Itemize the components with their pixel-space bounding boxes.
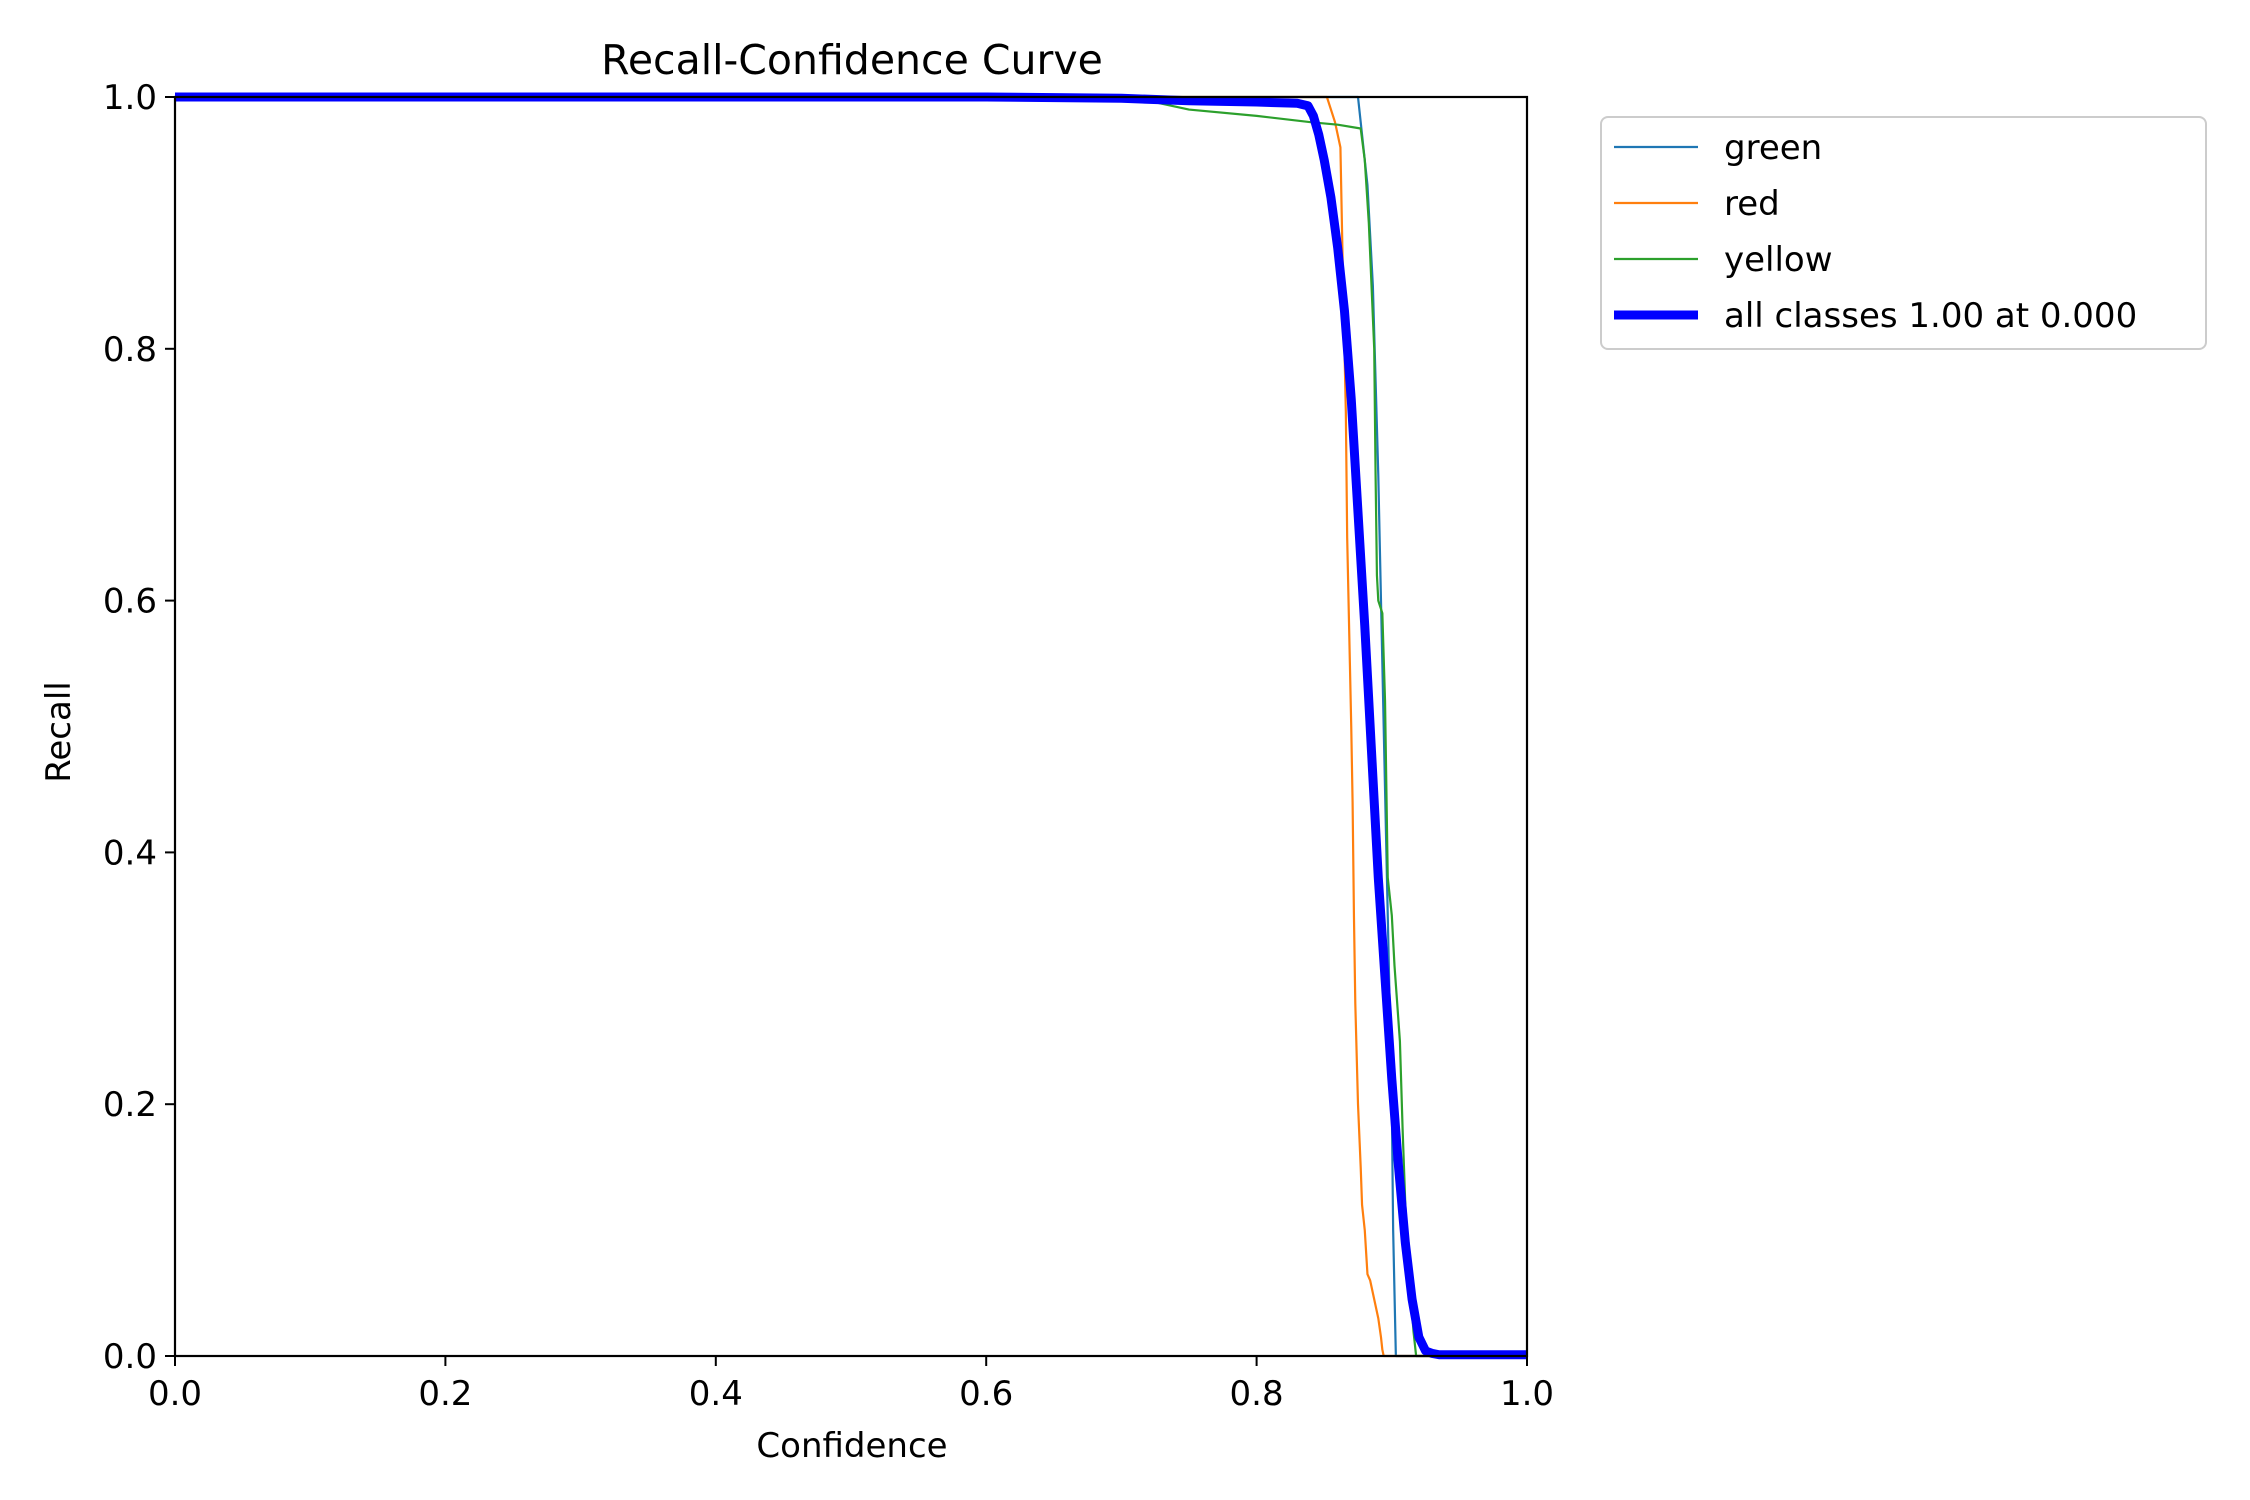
y-axis-ticks: 0.0 0.2 0.4 0.6 0.8 1.0 <box>103 78 175 1377</box>
chart-title: Recall-Confidence Curve <box>601 36 1103 84</box>
x-tick-label: 1.0 <box>1500 1374 1554 1414</box>
legend-box <box>1600 116 2207 350</box>
series-line-0 <box>175 95 1527 1358</box>
x-tick-label: 0.6 <box>959 1374 1013 1414</box>
x-tick-label: 0.0 <box>148 1374 202 1414</box>
legend-label-3: all classes 1.00 at 0.000 <box>1724 296 2137 336</box>
series-line-2 <box>175 95 1527 1358</box>
x-tick-label: 0.2 <box>418 1374 472 1414</box>
y-tick-label: 0.0 <box>103 1337 157 1377</box>
series-line-3 <box>175 92 1527 1360</box>
legend: green red yellow all classes 1.00 at 0.000 <box>1600 116 2207 350</box>
legend-label-1: red <box>1724 184 1780 224</box>
x-tick-label: 0.8 <box>1230 1374 1284 1414</box>
y-tick-label: 0.4 <box>103 833 157 873</box>
x-axis-label: Confidence <box>756 1426 947 1466</box>
series-layer <box>175 92 1527 1360</box>
y-tick-label: 0.6 <box>103 582 157 622</box>
legend-label-2: yellow <box>1724 240 1833 280</box>
y-tick-label: 0.8 <box>103 330 157 370</box>
legend-label-0: green <box>1724 128 1822 168</box>
y-tick-label: 1.0 <box>103 78 157 118</box>
legend-items: green red yellow all classes 1.00 at 0.000 <box>1614 128 2137 336</box>
y-axis-label: Recall <box>39 681 79 782</box>
x-axis-ticks: 0.0 0.2 0.4 0.6 0.8 1.0 <box>148 1356 1554 1414</box>
series-line-1 <box>175 95 1527 1358</box>
plot-frame <box>173 95 1529 1358</box>
y-tick-label: 0.2 <box>103 1085 157 1125</box>
x-tick-label: 0.4 <box>689 1374 743 1414</box>
